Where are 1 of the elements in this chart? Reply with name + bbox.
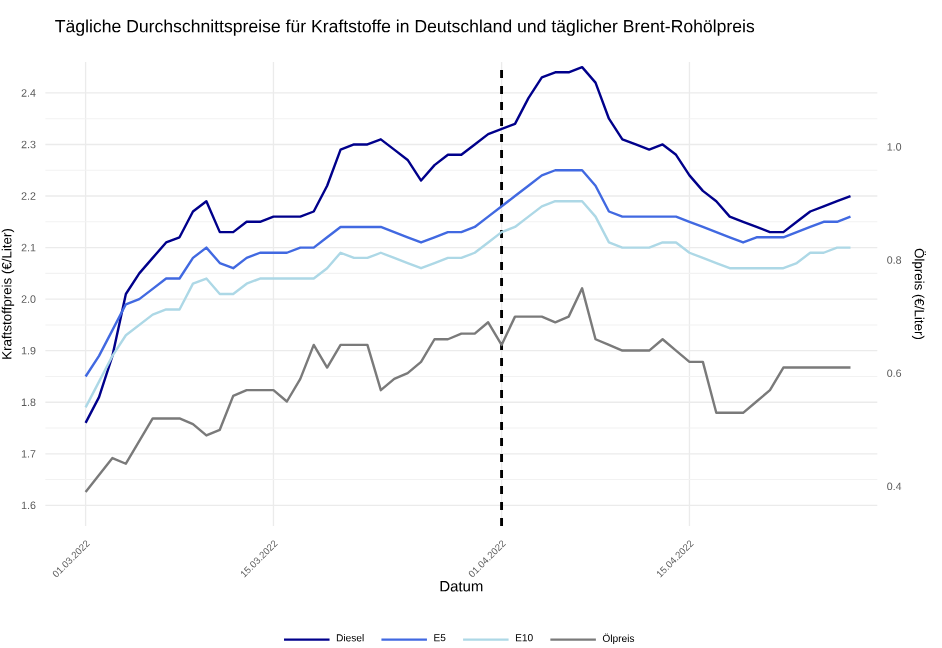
chart-title: Tägliche Durchschnittspreise für Kraftstoffe in Deutschland und täglicher Brent-Rohölpreis: [55, 19, 755, 36]
